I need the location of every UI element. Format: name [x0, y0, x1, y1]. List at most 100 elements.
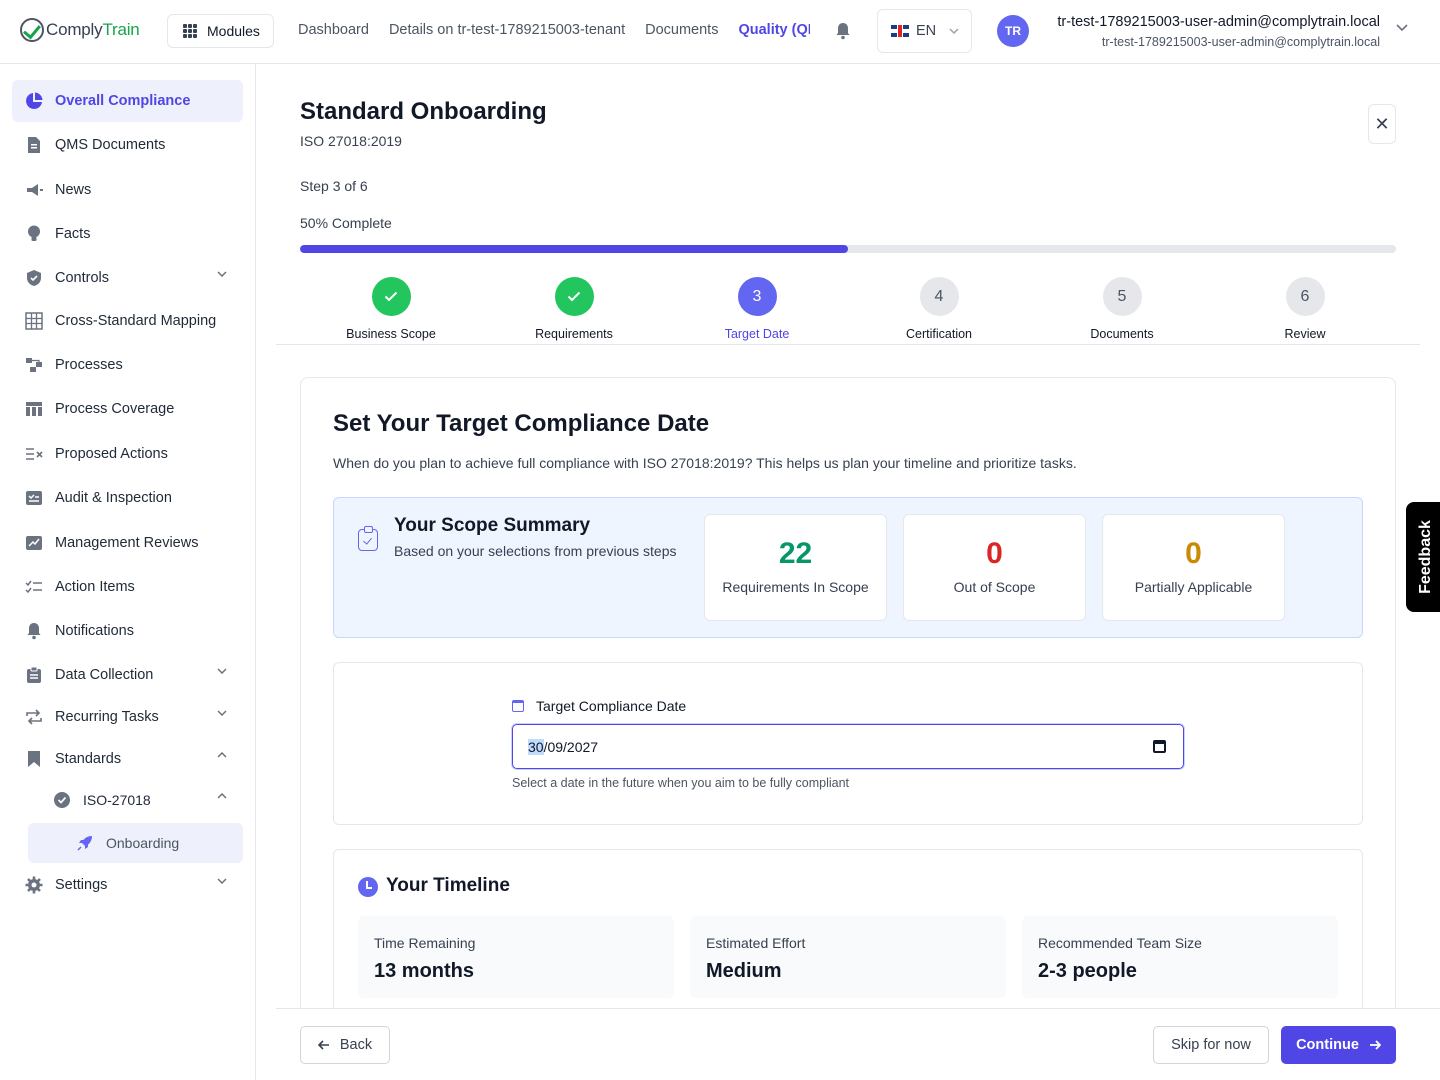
document-icon — [25, 136, 43, 154]
stat-value: 0 — [1185, 537, 1202, 570]
calendar-picker-icon[interactable] — [1153, 740, 1166, 753]
bell-icon[interactable] — [835, 22, 851, 40]
chevron-down-icon — [217, 878, 227, 884]
date-day-segment[interactable]: 30 — [528, 738, 544, 755]
table-icon — [25, 312, 43, 330]
step-requirements[interactable]: Requirements — [494, 277, 654, 341]
continue-button[interactable]: Continue — [1281, 1026, 1396, 1064]
sidebar-item-proposed-actions[interactable]: Proposed Actions — [12, 433, 243, 475]
sidebar-item-overall-compliance[interactable]: Overall Compliance — [12, 80, 243, 122]
sidebar-item-management-reviews[interactable]: Management Reviews — [12, 522, 243, 564]
sidebar-item-data-collection[interactable]: Data Collection — [12, 654, 243, 696]
sidebar-item-label: Audit & Inspection — [55, 490, 172, 506]
chevron-down-icon — [217, 271, 227, 277]
step-label: Review — [1284, 327, 1326, 341]
sidebar-item-audit-inspection[interactable]: Audit & Inspection — [12, 477, 243, 519]
checklist-icon — [25, 578, 43, 596]
user-menu-chevron-icon[interactable] — [1396, 24, 1408, 32]
timeline-title: Your Timeline — [386, 875, 510, 896]
sidebar-item-label: Data Collection — [55, 667, 154, 683]
timeline-value: Medium — [706, 960, 782, 982]
sidebar-item-processes[interactable]: Processes — [12, 344, 243, 386]
feedback-label: Feedback — [1417, 520, 1434, 594]
gear-icon — [25, 876, 43, 894]
stat-label: Out of Scope — [953, 579, 1036, 595]
sidebar-item-label: QMS Documents — [55, 137, 166, 153]
sidebar-item-action-items[interactable]: Action Items — [12, 566, 243, 608]
sidebar-item-onboarding[interactable]: Onboarding — [28, 823, 243, 863]
page-subtitle: ISO 27018:2019 — [300, 133, 402, 149]
sidebar-item-notifications[interactable]: Notifications — [12, 610, 243, 652]
nav-dashboard[interactable]: Dashboard — [298, 22, 369, 38]
close-button[interactable]: ✕ — [1368, 104, 1396, 144]
complytrain-logo[interactable]: ComplyTrain — [20, 18, 140, 42]
arrow-left-icon — [317, 1040, 329, 1050]
step-label: Requirements — [535, 327, 613, 341]
clipboard-check-icon — [358, 526, 378, 551]
arrow-right-icon — [1369, 1040, 1381, 1050]
nav-tenant-details[interactable]: Details on tr-test-1789215003-tenant — [388, 22, 626, 38]
sidebar-item-recurring-tasks[interactable]: Recurring Tasks — [12, 696, 243, 738]
logo-text: Comply — [46, 20, 103, 39]
sidebar — [0, 64, 256, 1080]
sidebar-item-controls[interactable]: Controls — [12, 257, 243, 299]
step-documents[interactable]: 5 Documents — [1042, 277, 1202, 341]
step-indicator: Step 3 of 6 — [300, 178, 368, 194]
chart-review-icon — [25, 534, 43, 552]
nav-documents[interactable]: Documents — [645, 22, 719, 38]
language-selector[interactable]: EN — [877, 9, 972, 53]
sidebar-item-iso-27018[interactable]: ISO-27018 — [40, 779, 243, 821]
sidebar-item-label: Management Reviews — [55, 535, 199, 551]
sidebar-item-news[interactable]: News — [12, 169, 243, 211]
feedback-tab[interactable]: Feedback — [1406, 502, 1440, 612]
sidebar-item-label: News — [55, 182, 92, 198]
repeat-icon — [25, 708, 43, 726]
skip-button[interactable]: Skip for now — [1153, 1026, 1269, 1064]
stat-in-scope: 22 Requirements In Scope — [704, 514, 887, 621]
chevron-down-icon — [217, 668, 227, 674]
continue-label: Continue — [1296, 1037, 1359, 1053]
date-help-text: Select a date in the future when you aim… — [512, 776, 849, 790]
date-rest-segment[interactable]: /09/2027 — [543, 738, 599, 755]
step-label: Certification — [906, 327, 972, 341]
chevron-up-icon — [217, 793, 227, 799]
sidebar-item-process-coverage[interactable]: Process Coverage — [12, 388, 243, 430]
modules-label: Modules — [207, 23, 260, 39]
timeline-key: Recommended Team Size — [1038, 935, 1202, 951]
sidebar-item-qms-documents[interactable]: QMS Documents — [12, 124, 243, 166]
close-icon: ✕ — [1374, 113, 1390, 134]
step-business-scope[interactable]: Business Scope — [311, 277, 471, 341]
timeline-value: 2-3 people — [1038, 960, 1137, 982]
step-certification[interactable]: 4 Certification — [859, 277, 1019, 341]
bookmark-icon — [25, 750, 43, 768]
progress-bar-fill — [300, 245, 848, 253]
clock-icon — [358, 877, 378, 897]
step-review[interactable]: 6 Review — [1225, 277, 1385, 341]
timeline-value: 13 months — [374, 960, 475, 982]
clipboard-icon — [25, 666, 43, 684]
stat-value: 22 — [778, 537, 813, 570]
stat-label: Partially Applicable — [1134, 579, 1253, 595]
sidebar-item-standards[interactable]: Standards — [12, 738, 243, 780]
sidebar-item-label: Processes — [55, 357, 123, 373]
timeline-card-effort: Estimated Effort Medium — [690, 916, 1006, 998]
nav-quality[interactable]: Quality (QI — [738, 22, 811, 38]
back-button[interactable]: Back — [300, 1026, 390, 1064]
modules-button[interactable]: Modules — [167, 14, 274, 48]
stat-partially-applicable: 0 Partially Applicable — [1102, 514, 1285, 621]
sidebar-item-cross-standard-mapping[interactable]: Cross-Standard Mapping — [12, 300, 243, 342]
avatar[interactable]: TR — [997, 15, 1029, 47]
chevron-down-icon — [949, 28, 959, 34]
sidebar-item-facts[interactable]: Facts — [12, 213, 243, 255]
pie-chart-icon — [25, 92, 43, 110]
step-number: 5 — [1102, 277, 1142, 316]
stat-value: 0 — [986, 537, 1003, 570]
target-date-input[interactable]: 30/09/2027 — [512, 724, 1184, 769]
step-target-date[interactable]: 3 Target Date — [677, 277, 837, 341]
sidebar-item-label: Recurring Tasks — [55, 709, 159, 725]
shield-icon — [25, 269, 43, 287]
sidebar-item-settings[interactable]: Settings — [12, 864, 243, 906]
sidebar-item-label: Notifications — [55, 623, 134, 639]
top-nav: Dashboard Details on tr-test-1789215003-… — [298, 22, 810, 38]
section-heading: Set Your Target Compliance Date — [333, 410, 710, 437]
